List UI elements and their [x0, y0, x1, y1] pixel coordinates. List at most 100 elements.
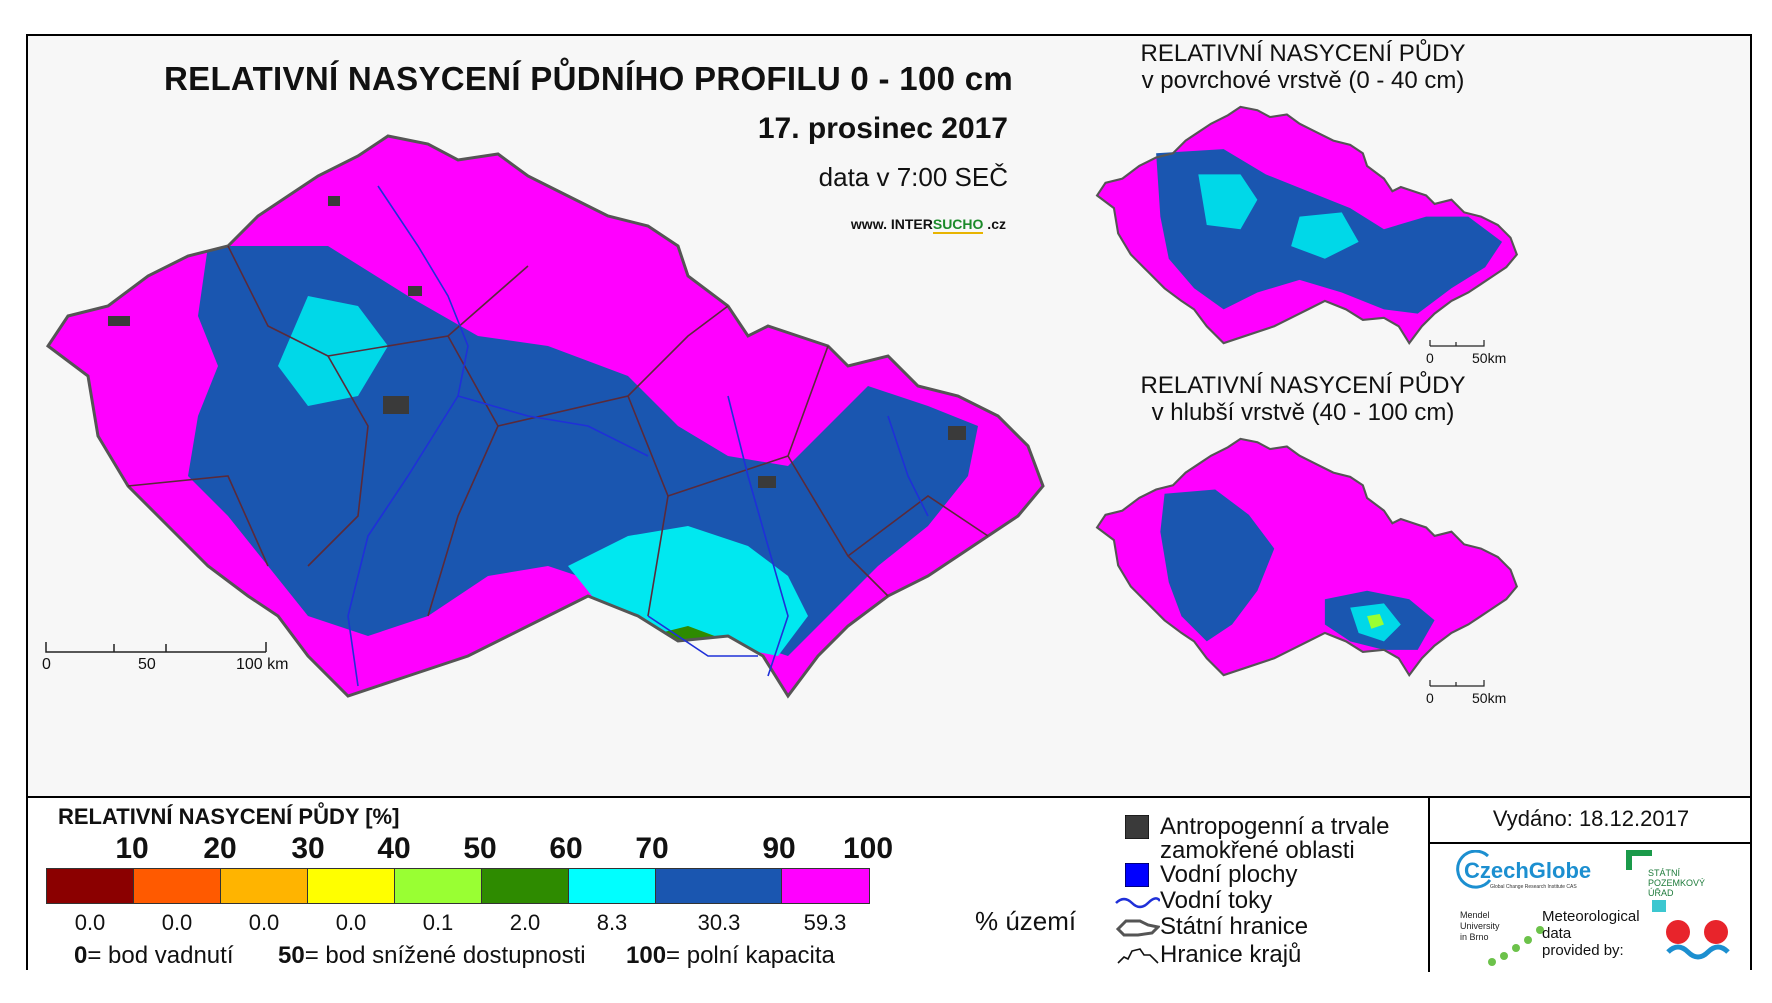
web-suffix: .cz: [983, 216, 1006, 232]
region-border-icon: [1114, 943, 1160, 967]
legend-tick: 20: [203, 832, 237, 865]
spu-line1: STÁTNÍ: [1648, 868, 1681, 878]
symbol-anthropogenic: Antropogenní a trvale: [1114, 813, 1390, 840]
chmi-logo-icon: [1666, 920, 1730, 960]
website-link[interactable]: www. INTERSUCHO .cz: [850, 216, 1006, 234]
symbol-anthropogenic-line2: zamokřené oblasti: [1160, 837, 1355, 864]
anthropogenic-areas: [108, 196, 966, 488]
saturation-zone-60-70: [568, 526, 808, 656]
spu-line3: ÚŘAD: [1648, 888, 1674, 898]
map-date: 17. prosinec 2017: [757, 112, 1008, 145]
mendel-line1: Mendel: [1460, 910, 1490, 920]
legend-share: 0.1: [422, 910, 454, 935]
symbol-state-border: Státní hranice: [1114, 913, 1309, 940]
inset-surface-title-line1: RELATIVNÍ NASYCENÍ PŮDY: [1140, 40, 1466, 67]
map-frame: RELATIVNÍ NASYCENÍ PŮDNÍHO PROFILU 0 - 1…: [26, 34, 1752, 972]
issued-date: Vydáno: 18.12.2017: [1430, 798, 1752, 844]
definition-value: 50: [278, 942, 305, 969]
inset-surface-title-line2: v povrchové vrstvě (0 - 40 cm): [1141, 67, 1465, 94]
rivers: [347, 185, 929, 687]
legend-tick: 70: [635, 832, 669, 865]
state-border-icon: [1114, 915, 1160, 939]
legend-tick: 10: [115, 832, 149, 865]
mendel-line2: University: [1460, 921, 1500, 931]
inset-deep-title: RELATIVNÍ NASYCENÍ PŮDY v hlubší vrstvě …: [1138, 372, 1468, 426]
legend-share-unit: % území: [975, 906, 1077, 936]
legend-tick: 40: [377, 832, 411, 865]
czechglobe-logo-icon: [1456, 850, 1492, 889]
main-map: [45, 134, 1045, 699]
legend-share: 0.0: [248, 910, 280, 935]
data-time: data v 7:00 SEČ: [818, 162, 1008, 192]
legend-tick: 50: [463, 832, 497, 865]
inset-surface-scalebar-end: 50km: [1472, 350, 1507, 366]
definition-wilting-point: 0= bod vadnutí: [74, 942, 233, 970]
region-borders: [127, 245, 989, 617]
state-border: [45, 134, 1045, 699]
legend-share: 0.0: [335, 910, 367, 935]
legend-title: RELATIVNÍ NASYCENÍ PŮDY [%]: [58, 804, 400, 829]
main-scalebar-end: 100 km: [236, 656, 289, 673]
inset-deep-scalebar-end: 50km: [1472, 690, 1507, 706]
river-line-icon: [1114, 891, 1160, 911]
symbol-rivers: Vodní toky: [1114, 887, 1273, 914]
meteo-line2: data: [1542, 925, 1572, 942]
legend-share: 30.3: [697, 910, 741, 935]
dark-square-icon: [1114, 815, 1160, 839]
main-scalebar-zero: 0: [42, 656, 51, 673]
inset-surface-scalebar: [1429, 340, 1485, 347]
legend-swatch: [221, 869, 308, 903]
symbol-label: Státní hranice: [1160, 913, 1309, 940]
inset-deep-scalebar: [1429, 680, 1485, 687]
definition-text: = polní kapacita: [666, 942, 835, 969]
legend-swatch: [569, 869, 656, 903]
definition-field-capacity: 100= polní kapacita: [626, 942, 835, 970]
definition-value: 100: [626, 942, 667, 969]
meteo-line3: provided by:: [1542, 942, 1624, 959]
symbol-label: Vodní plochy: [1160, 861, 1298, 888]
legend-share: 59.3: [803, 910, 847, 935]
blue-square-icon: [1114, 863, 1160, 887]
legend-swatch: [482, 869, 569, 903]
legend-swatch: [656, 869, 782, 903]
definition-reduced-availability: 50= bod snížené dostupnosti: [278, 942, 586, 970]
credits-panel: Vydáno: 18.12.2017 CzechGlobe Global Cha…: [1428, 798, 1752, 972]
inset-deep-title-line2: v hlubší vrstvě (40 - 100 cm): [1151, 399, 1455, 426]
symbol-label: zamokřené oblasti: [1160, 837, 1355, 864]
meteo-credit: Meteorological data provided by:: [1542, 908, 1640, 959]
inset-surface-title: RELATIVNÍ NASYCENÍ PŮDY v povrchové vrst…: [1138, 40, 1468, 94]
page-title: RELATIVNÍ NASYCENÍ PŮDNÍHO PROFILU 0 - 1…: [164, 60, 1014, 97]
legend-swatch: [782, 869, 869, 903]
inset-deep-map: [1095, 437, 1519, 677]
czechglobe-logo: CzechGlobe: [1464, 858, 1592, 883]
inset-deep-title-line1: RELATIVNÍ NASYCENÍ PŮDY: [1140, 372, 1466, 399]
spu-logo-text: STÁTNÍ POZEMKOVÝ ÚŘAD: [1648, 868, 1705, 898]
inset-deep-scalebar-zero: 0: [1426, 690, 1434, 706]
legend: RELATIVNÍ NASYCENÍ PŮDY [%] 10 20 30 40 …: [28, 796, 1752, 972]
definition-value: 0: [74, 942, 88, 969]
legend-swatch: [308, 869, 395, 903]
saturation-zone-north: [488, 156, 588, 266]
symbol-label: Vodní toky: [1160, 887, 1273, 914]
czechglobe-subtitle: Global Change Research Institute CAS: [1490, 884, 1577, 890]
web-prefix: www. INTER: [850, 216, 933, 232]
legend-tick: 100: [842, 832, 894, 865]
legend-tick: 30: [291, 832, 325, 865]
legend-tick: 60: [549, 832, 583, 865]
web-highlight: SUCHO: [932, 216, 984, 234]
mendel-logo-text: Mendel University in Brno: [1460, 910, 1500, 943]
legend-share: 2.0: [509, 910, 541, 935]
mendel-dots-icon: [1488, 926, 1544, 966]
symbol-water-bodies: Vodní plochy: [1114, 861, 1298, 888]
definition-text: = bod vadnutí: [87, 942, 234, 969]
legend-share: 0.0: [161, 910, 193, 935]
mendel-line3: in Brno: [1460, 932, 1489, 942]
main-scalebar-mid: 50: [138, 656, 156, 673]
legend-share: 0.0: [74, 910, 106, 935]
inset-surface-map: [1095, 105, 1519, 345]
legend-swatch: [47, 869, 134, 903]
spu-line2: POZEMKOVÝ: [1648, 878, 1706, 888]
symbol-region-border: Hranice krajů: [1114, 941, 1301, 968]
legend-colorbar: [46, 868, 870, 904]
legend-swatch: [134, 869, 221, 903]
